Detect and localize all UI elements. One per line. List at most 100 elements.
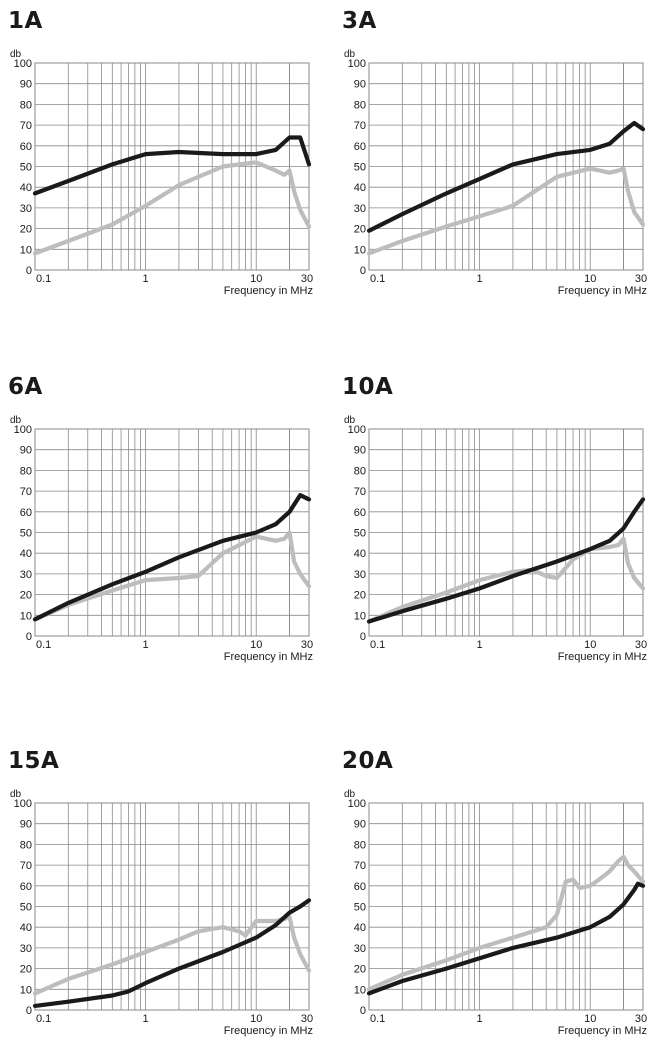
y-tick-label: 0 [26, 1005, 32, 1017]
y-axis-label: db [10, 49, 22, 60]
y-tick-label: 30 [20, 203, 32, 215]
y-tick-label: 80 [20, 99, 32, 111]
x-tick-label: 10 [250, 1013, 262, 1025]
y-tick-label: 20 [354, 590, 366, 602]
x-tick-label: 0.1 [36, 639, 51, 651]
x-tick-label: 30 [635, 273, 647, 285]
series-light-line [32, 530, 312, 622]
y-tick-label: 70 [20, 120, 32, 132]
x-tick-label: 0.1 [370, 1013, 385, 1025]
x-tick-label: 30 [301, 273, 313, 285]
y-axis-label: db [10, 415, 22, 426]
chart-panel-20a: 20A 0 10 20 30 40 50 60 70 80 90 100 db 0.1 1 10 30 Freq… [342, 748, 660, 1048]
x-tick-label: 10 [584, 639, 596, 651]
x-tick-label: 1 [477, 1013, 483, 1025]
x-tick-label: 1 [143, 1013, 149, 1025]
y-tick-label: 100 [348, 424, 366, 436]
plot-border [368, 62, 644, 271]
x-tick-label: 0.1 [36, 1013, 51, 1025]
y-tick-label: 20 [20, 964, 32, 976]
y-tick-label: 80 [20, 839, 32, 851]
chart-title: 20A [342, 748, 394, 774]
x-tick-label: 0.1 [36, 273, 51, 285]
y-tick-label: 10 [354, 610, 366, 622]
y-tick-label: 80 [354, 465, 366, 477]
plot-border [34, 802, 310, 1011]
x-axis-label: Frequency in MHz [558, 651, 647, 663]
y-tick-label: 0 [360, 1005, 366, 1017]
y-tick-label: 40 [20, 548, 32, 560]
x-tick-label: 30 [301, 1013, 313, 1025]
y-axis-label: db [344, 415, 356, 426]
chart-title: 15A [8, 748, 60, 774]
x-axis-label: Frequency in MHz [224, 1025, 313, 1037]
series-dark-line [366, 881, 646, 996]
chart-title: 1A [8, 8, 43, 34]
y-tick-label: 20 [354, 224, 366, 236]
y-tick-label: 30 [20, 569, 32, 581]
x-tick-label: 1 [143, 639, 149, 651]
x-tick-label: 30 [635, 1013, 647, 1025]
y-tick-label: 80 [354, 99, 366, 111]
y-tick-label: 60 [354, 141, 366, 153]
plot-border [368, 428, 644, 637]
y-tick-label: 60 [20, 141, 32, 153]
y-tick-label: 20 [20, 224, 32, 236]
y-tick-label: 70 [354, 486, 366, 498]
y-tick-label: 10 [20, 244, 32, 256]
x-tick-label: 0.1 [370, 639, 385, 651]
y-axis-label: db [344, 49, 356, 60]
y-tick-label: 50 [354, 162, 366, 174]
x-tick-label: 10 [250, 639, 262, 651]
y-tick-label: 100 [348, 798, 366, 810]
x-tick-label: 30 [635, 639, 647, 651]
y-tick-label: 0 [360, 265, 366, 277]
series-light-line [366, 166, 646, 256]
series-dark-line [32, 135, 312, 196]
y-tick-label: 50 [20, 528, 32, 540]
chart-panel-6a: 6A 0 10 20 30 40 50 60 70 80 90 100 db 0.1 1 10 30 Frequ… [8, 374, 328, 674]
series-light-line [366, 854, 646, 992]
y-tick-label: 30 [354, 203, 366, 215]
y-axis-label: db [344, 789, 356, 800]
y-tick-label: 90 [354, 445, 366, 457]
y-tick-label: 80 [354, 839, 366, 851]
series-light-line [32, 160, 312, 256]
y-tick-label: 30 [354, 569, 366, 581]
y-tick-label: 60 [354, 507, 366, 519]
y-tick-label: 30 [354, 943, 366, 955]
y-tick-label: 40 [20, 182, 32, 194]
x-tick-label: 0.1 [370, 273, 385, 285]
x-tick-label: 10 [584, 273, 596, 285]
y-tick-label: 10 [20, 984, 32, 996]
y-tick-label: 40 [354, 182, 366, 194]
y-tick-label: 0 [26, 631, 32, 643]
y-tick-label: 90 [354, 79, 366, 91]
y-tick-label: 50 [20, 162, 32, 174]
series-dark-line [32, 493, 312, 622]
y-tick-label: 0 [26, 265, 32, 277]
x-tick-label: 10 [584, 1013, 596, 1025]
chart-panel-10a: 10A 0 10 20 30 40 50 60 70 80 90 100 db 0.1 1 10 30 Freq… [342, 374, 660, 674]
y-tick-label: 10 [354, 984, 366, 996]
y-tick-label: 70 [354, 120, 366, 132]
y-tick-label: 50 [354, 902, 366, 914]
chart-panel-3a: 3A 0 10 20 30 40 50 60 70 80 90 100 db 0.1 1 10 30 Frequ… [342, 8, 660, 308]
y-tick-label: 40 [354, 548, 366, 560]
y-tick-label: 90 [20, 79, 32, 91]
chart-panel-15a: 15A 0 10 20 30 40 50 60 70 80 90 100 db 0.1 1 10 30 Freq… [8, 748, 328, 1048]
y-tick-label: 10 [20, 610, 32, 622]
y-tick-label: 100 [14, 798, 32, 810]
y-tick-label: 60 [354, 881, 366, 893]
y-tick-label: 90 [20, 445, 32, 457]
chart-panel-1a: 1A 0 10 20 30 40 50 60 70 80 90 100 db 0.1 1 10 30 Frequ… [8, 8, 328, 308]
series-dark-line [366, 120, 646, 233]
chart-title: 3A [342, 8, 377, 34]
x-tick-label: 1 [477, 273, 483, 285]
